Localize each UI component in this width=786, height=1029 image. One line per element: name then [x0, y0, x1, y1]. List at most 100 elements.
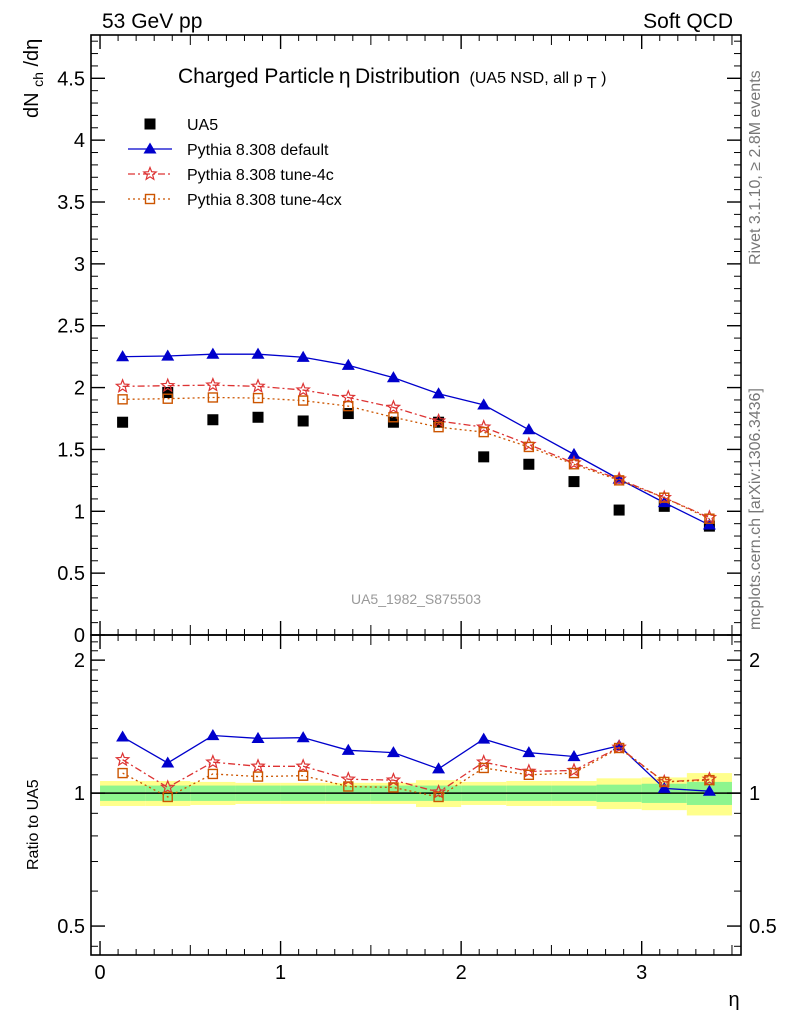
ratio-data-point	[523, 769, 535, 781]
chart-title-note-suffix: )	[601, 70, 606, 87]
main-data-point	[117, 416, 129, 428]
legend-marker	[143, 142, 157, 154]
main-series-line	[122, 384, 710, 519]
main-y-tick-label: 1	[74, 501, 85, 523]
ratio-data-point	[114, 751, 131, 767]
ratio-data-point	[704, 774, 715, 786]
ratio-data-point	[568, 767, 580, 779]
main-data-point	[475, 419, 492, 434]
ratio-data-point	[295, 758, 311, 773]
ratio-data-point	[341, 743, 355, 755]
main-data-point	[613, 504, 625, 516]
ratio-data-point	[521, 763, 537, 778]
main-data-point	[343, 400, 354, 412]
main-series-line	[122, 396, 710, 520]
main-data-point	[114, 378, 131, 393]
main-data-point	[478, 451, 490, 463]
main-data-point	[388, 412, 399, 423]
main-data-point	[568, 476, 580, 488]
main-data-point	[433, 421, 444, 433]
main-data-point	[567, 447, 581, 459]
main-data-point	[252, 411, 264, 423]
ratio-y-axis-label: Ratio to UA5	[25, 779, 42, 870]
chart-title-note-prefix: (UA5 NSD, all p	[470, 70, 583, 87]
x-ticks: 0 1 2 3	[94, 35, 733, 984]
ratio-data-point	[613, 742, 625, 754]
ratio-data-point	[206, 729, 220, 741]
main-data-point	[205, 376, 221, 392]
legend-label: Pythia 8.308 tune-4c	[187, 167, 334, 184]
main-data-point	[523, 441, 535, 453]
main-y-tick-label: 4.5	[57, 68, 85, 90]
legend-marker	[142, 165, 158, 181]
main-series	[114, 347, 718, 532]
chart-title-note-sub: T	[587, 75, 597, 92]
ratio-data-point	[659, 776, 670, 788]
main-data-point	[659, 492, 670, 503]
legend-entry: Pythia 8.308 tune-4c	[128, 165, 334, 184]
main-series-line	[122, 353, 710, 526]
legend-label: Pythia 8.308 default	[187, 142, 329, 159]
main-data-point	[250, 378, 266, 393]
ratio-y-tick-label-right: 0.5	[749, 916, 777, 938]
x-tick-label: 2	[456, 962, 467, 984]
main-data-point	[340, 389, 357, 405]
main-data-point	[297, 415, 309, 427]
ratio-series-line	[122, 734, 710, 792]
main-data-point	[568, 459, 580, 470]
ratio-series-line	[122, 746, 710, 793]
main-data-point	[341, 358, 355, 370]
ratio-data-point	[477, 732, 491, 744]
main-y-tick-label: 3	[74, 254, 85, 276]
ratio-data-point	[475, 754, 492, 769]
main-data-point	[207, 392, 219, 403]
ratio-data-point	[386, 746, 400, 758]
legend-marker	[144, 193, 156, 205]
main-data-point	[162, 387, 174, 399]
main-y-tick-label: 0.5	[57, 563, 85, 585]
chart-title-suffix: Distribution	[355, 65, 460, 88]
ratio-panel-frame	[90, 634, 742, 956]
ratio-data-point	[161, 756, 175, 768]
ratio-y-tick-label-right: 2	[749, 650, 760, 672]
ratio-data-point	[430, 783, 447, 799]
ratio-series-group	[117, 742, 715, 803]
main-y-axis-label-d2: /dη	[21, 39, 43, 67]
main-y-tick-label: 1.5	[57, 439, 85, 461]
ratio-data-point	[343, 781, 354, 792]
ratio-data-point	[162, 791, 173, 803]
legend-entry: Pythia 8.308 default	[128, 142, 329, 159]
main-data-point	[161, 349, 175, 361]
main-data-point	[478, 426, 489, 438]
ratio-data-point	[252, 771, 264, 782]
main-data-point	[613, 475, 625, 486]
header-left: 53 GeV pp	[102, 10, 202, 33]
ratio-data-point	[250, 758, 266, 773]
ratio-data-point	[296, 731, 310, 743]
ratio-y-ticks: 0.5 0.5 1 1 2 2	[57, 641, 777, 947]
legend: UA5 Pythia 8.308 default Pythia 8.308 tune…	[128, 117, 342, 209]
main-data-point	[297, 395, 309, 406]
main-y-ticks: 0 0.5 1 1.5 2 2.5 3 3.5 4 4.5	[57, 40, 741, 647]
main-data-point	[159, 377, 176, 393]
main-data-point	[252, 392, 264, 404]
main-data-point	[162, 393, 173, 404]
main-y-tick-label: 2	[74, 378, 85, 400]
main-y-axis-label-d1: dN	[21, 92, 43, 118]
main-series-group	[116, 347, 716, 530]
main-y-tick-label: 3.5	[57, 192, 85, 214]
main-data-point	[251, 347, 265, 359]
ratio-data-point	[432, 762, 446, 774]
ratio-data-point	[522, 746, 536, 758]
chart-title: Charged Particle η Distribution (UA5 NSD…	[178, 65, 606, 92]
legend-marker	[144, 118, 156, 130]
main-data-point	[117, 394, 128, 405]
legend-label: Pythia 8.308 tune-4cx	[187, 192, 342, 209]
main-data-point	[704, 513, 715, 524]
ratio-data-point	[205, 754, 221, 769]
main-data-point	[207, 414, 219, 426]
ratio-data-point	[117, 767, 128, 779]
main-series-group	[117, 392, 715, 524]
